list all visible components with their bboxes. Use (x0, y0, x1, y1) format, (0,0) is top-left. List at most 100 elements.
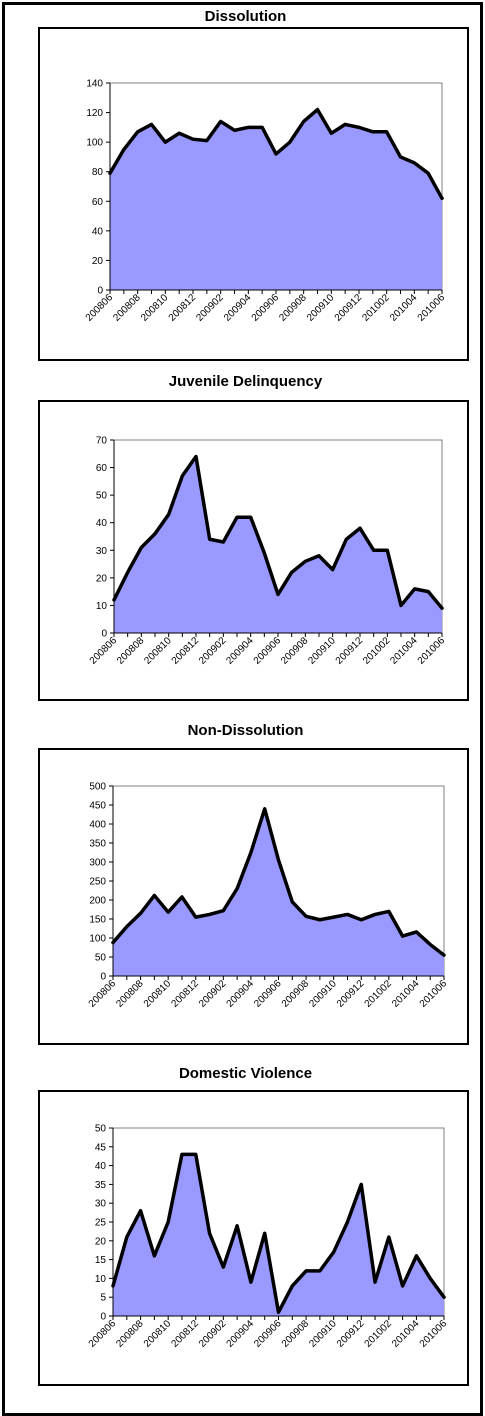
y-tick-label: 10 (96, 601, 108, 612)
area-fill (110, 109, 442, 290)
x-tick-label: 200902 (197, 978, 229, 1010)
data-point (220, 120, 222, 122)
y-tick-label: 30 (96, 546, 108, 557)
data-point (358, 126, 360, 128)
x-tick-label: 200904 (225, 978, 257, 1010)
data-point (140, 547, 142, 549)
data-point (415, 1255, 417, 1257)
data-point (278, 1311, 279, 1313)
data-point (234, 129, 235, 131)
y-tick-label: 450 (89, 801, 106, 812)
data-point (222, 1266, 224, 1268)
x-tick-label: 201006 (416, 292, 448, 324)
data-point (181, 475, 183, 477)
x-tick-label: 200808 (115, 635, 147, 667)
data-point (330, 132, 332, 134)
x-tick-label: 200810 (142, 978, 174, 1010)
x-tick-label: 200812 (167, 292, 199, 324)
data-point (346, 913, 348, 915)
chart-box-dissolution: 0 20 40 60 80 100 120 140 200806 200808 200810 2008… (38, 27, 469, 361)
y-tick-label: 0 (97, 286, 103, 297)
data-point (415, 931, 417, 933)
data-point (168, 513, 170, 515)
y-tick-label: 50 (95, 1124, 107, 1135)
data-point (400, 156, 401, 158)
data-point (123, 149, 125, 151)
area-fill (114, 456, 442, 633)
x-tick-label: 200908 (280, 978, 312, 1010)
data-point (167, 911, 169, 913)
data-point (317, 109, 318, 111)
x-tick-label: 201006 (418, 1318, 450, 1350)
data-point (303, 120, 305, 122)
data-point (250, 852, 252, 853)
data-point (277, 593, 279, 595)
data-point (291, 1285, 293, 1287)
data-point (206, 140, 208, 142)
data-point (429, 943, 431, 945)
x-tick-label: 200910 (307, 1318, 339, 1350)
x-tick-label: 200812 (169, 1318, 201, 1350)
x-tick-label: 200902 (197, 1318, 229, 1350)
data-point (209, 913, 211, 915)
chart-dissolution: 0 20 40 60 80 100 120 140 2008062008082008102008… (84, 79, 448, 324)
y-tick-label: 25 (95, 1218, 107, 1229)
y-tick-label: 5 (100, 1293, 106, 1304)
chart-box-domestic-violence: 0 5 10 15 20 25 30 35 40 45 50 200806 200808 200810 20… (38, 1090, 469, 1386)
chart-box-non-dissolution: 0 50 100 150 200 250 300 350 400 450 500 200806 2008… (38, 748, 469, 1045)
y-tick-label: 20 (92, 256, 104, 267)
x-tick-label: 201002 (363, 1318, 395, 1350)
chart-title-non-dissolution: Non-Dissolution (187, 722, 304, 739)
data-point (319, 919, 321, 921)
x-tick-label: 200810 (139, 292, 171, 324)
x-tick-label: 201004 (388, 635, 420, 667)
data-point (333, 1251, 335, 1253)
data-point (429, 1277, 431, 1279)
data-point (250, 516, 252, 518)
x-tick-label: 200908 (279, 635, 311, 667)
x-tick-label: 200906 (252, 978, 284, 1010)
x-tick-label: 200810 (142, 635, 174, 667)
data-point (359, 527, 361, 529)
x-tick-label: 201004 (390, 1318, 422, 1350)
y-tick-label: 350 (89, 839, 106, 850)
data-point (346, 1221, 348, 1223)
x-tick-label: 200812 (170, 635, 202, 667)
x-tick-label: 200906 (252, 1318, 284, 1350)
chart-juvenile-delinquency: 0102030405060702008062008082008102008122… (88, 436, 448, 667)
chart-non-dissolution: 0501001502002503003504004505002008062008… (87, 782, 450, 1010)
y-tick-label: 70 (96, 436, 108, 447)
data-point (181, 896, 183, 898)
x-tick-label: 200910 (305, 292, 337, 324)
data-point (333, 916, 335, 918)
data-point (126, 926, 128, 928)
chart-title-domestic-violence: Domestic Violence (178, 1065, 313, 1082)
x-tick-label: 200912 (333, 292, 365, 324)
data-point (400, 604, 402, 606)
data-point (345, 538, 347, 540)
data-point (304, 560, 306, 562)
data-point (443, 954, 445, 956)
data-point (247, 126, 249, 128)
x-tick-label: 200806 (87, 1318, 119, 1350)
data-point (140, 912, 142, 914)
x-tick-label: 200810 (142, 1318, 174, 1350)
data-point (388, 910, 390, 912)
x-tick-label: 200902 (197, 635, 229, 667)
data-point (154, 533, 156, 535)
data-point (127, 571, 129, 573)
y-tick-label: 30 (95, 1199, 107, 1210)
data-point (413, 162, 415, 164)
data-point (181, 1153, 183, 1155)
x-tick-label: 200906 (250, 292, 282, 324)
data-point (236, 1225, 238, 1227)
data-point (344, 123, 346, 125)
chart-box-juvenile-delinquency: 0 10 20 30 40 50 60 70 200806 200808 200810 200812 2… (38, 400, 469, 701)
y-tick-label: 100 (89, 934, 106, 945)
x-tick-label: 200904 (224, 635, 256, 667)
data-point (441, 197, 443, 199)
data-point (289, 141, 291, 143)
y-tick-label: 120 (86, 108, 103, 119)
data-point (137, 131, 139, 133)
